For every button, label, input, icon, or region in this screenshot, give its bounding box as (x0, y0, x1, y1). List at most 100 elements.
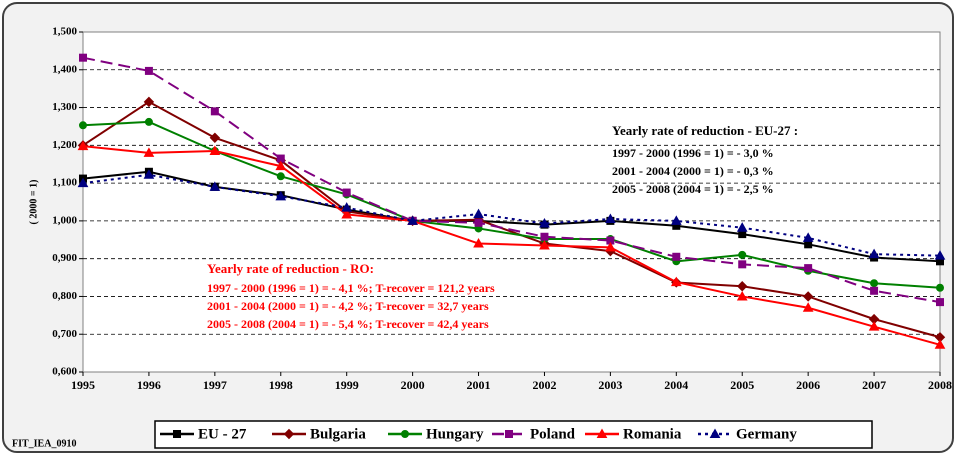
legend-label: EU - 27 (198, 426, 247, 442)
x-tick-label: 2007 (862, 378, 886, 392)
data-point (79, 121, 87, 130)
data-point (77, 177, 89, 188)
data-point (341, 208, 353, 219)
annotation-text: 2001 - 2004 (2000 = 1) = - 0,3 % (612, 164, 774, 178)
data-point (738, 260, 747, 269)
legend-label: Poland (530, 426, 576, 442)
y-tick-label: 1,000 (52, 214, 77, 226)
data-point (143, 169, 155, 179)
legend-marker (596, 428, 608, 438)
annotation-text: 2005 - 2008 (2004 = 1) = - 5,4 %; T-reco… (207, 317, 489, 331)
x-tick-label: 2004 (664, 378, 688, 392)
data-point (804, 264, 813, 273)
data-point (934, 339, 946, 349)
series-line (82, 145, 941, 346)
legend-label: Germany (736, 426, 797, 442)
data-point (143, 96, 155, 108)
x-tick-label: 2000 (401, 378, 425, 392)
data-point (736, 290, 748, 301)
y-tick-label: 0,700 (52, 328, 77, 340)
data-point (737, 281, 748, 292)
series-line (82, 56, 941, 304)
data-point (473, 238, 484, 248)
annotation-text: 2005 - 2008 (2004 = 1) = - 2,5 % (612, 182, 774, 196)
x-tick-label: 2001 (467, 378, 491, 392)
y-tick-label: 0,900 (52, 252, 77, 264)
data-point (407, 215, 418, 225)
y-tick-label: 1,400 (52, 63, 77, 75)
data-point (209, 132, 221, 143)
data-point (670, 276, 682, 287)
data-point (868, 248, 880, 259)
annotation-text: 1997 - 2000 (1996 = 1) = - 4,1 %; T-reco… (207, 281, 495, 295)
annotation-text: Yearly rate of reduction - EU-27 : (612, 123, 798, 138)
x-tick-label: 2008 (928, 378, 952, 392)
x-tick-label: 1996 (137, 378, 161, 392)
data-point (77, 140, 89, 151)
footer-label: FIT_IEA_0910 (12, 438, 76, 449)
data-point (870, 286, 879, 295)
annotation-text: Yearly rate of reduction - RO: (207, 261, 374, 276)
x-tick-label: 1999 (335, 378, 359, 392)
legend-item: Hungary (388, 426, 484, 442)
data-point (934, 250, 946, 260)
legend-marker (173, 430, 181, 438)
data-point (672, 252, 681, 261)
x-tick-label: 2003 (598, 378, 622, 392)
data-point (936, 298, 944, 307)
data-point (474, 218, 483, 227)
y-axis-label: ( 2000 = 1) (28, 180, 39, 225)
y-tick-label: 1,100 (52, 177, 77, 189)
legend-item: EU - 27 (160, 426, 247, 442)
legend-label: Romania (623, 426, 682, 442)
legend-label: Hungary (426, 426, 484, 442)
data-point (540, 232, 549, 241)
data-point (276, 172, 285, 181)
series-line (82, 170, 941, 263)
x-tick-label: 1995 (71, 378, 95, 392)
y-tick-label: 0,800 (52, 290, 77, 302)
data-point (605, 241, 616, 252)
data-point (275, 190, 287, 201)
legend-item: Poland (492, 426, 576, 442)
data-point (79, 53, 87, 62)
data-point (936, 283, 944, 292)
y-tick-label: 1,300 (52, 101, 77, 113)
data-point (144, 117, 153, 126)
x-tick-label: 1997 (203, 378, 227, 392)
data-point (605, 213, 616, 223)
data-point (143, 147, 155, 157)
data-point (738, 250, 747, 259)
annotation-text: 1997 - 2000 (1996 = 1) = - 3,0 % (612, 146, 774, 160)
data-point (868, 321, 880, 331)
data-point (473, 208, 484, 219)
data-point (736, 222, 748, 232)
legend-marker (283, 428, 295, 440)
legend-item: Bulgaria (272, 426, 366, 442)
data-point (539, 218, 550, 228)
data-point (802, 302, 814, 312)
data-point (539, 239, 550, 250)
legend-label: Bulgaria (310, 426, 366, 442)
y-tick-label: 1,500 (52, 26, 77, 38)
data-point (342, 188, 351, 197)
legend-marker (709, 428, 721, 438)
series-line (82, 100, 941, 339)
x-tick-label: 2006 (796, 378, 820, 392)
data-point (802, 291, 814, 302)
data-point (802, 232, 814, 242)
data-point (144, 66, 153, 75)
data-point (670, 215, 682, 225)
x-tick-label: 2002 (532, 378, 556, 392)
legend-item: Romania (585, 426, 682, 442)
data-point (210, 107, 219, 116)
data-point (341, 202, 353, 212)
data-point (209, 145, 221, 155)
legend-marker (505, 430, 513, 438)
x-tick-label: 1998 (269, 378, 293, 392)
data-point (209, 181, 221, 191)
annotation-text: 2001 - 2004 (2000 = 1) = - 4,2 %; T-reco… (207, 299, 489, 313)
legend-marker (401, 430, 409, 438)
